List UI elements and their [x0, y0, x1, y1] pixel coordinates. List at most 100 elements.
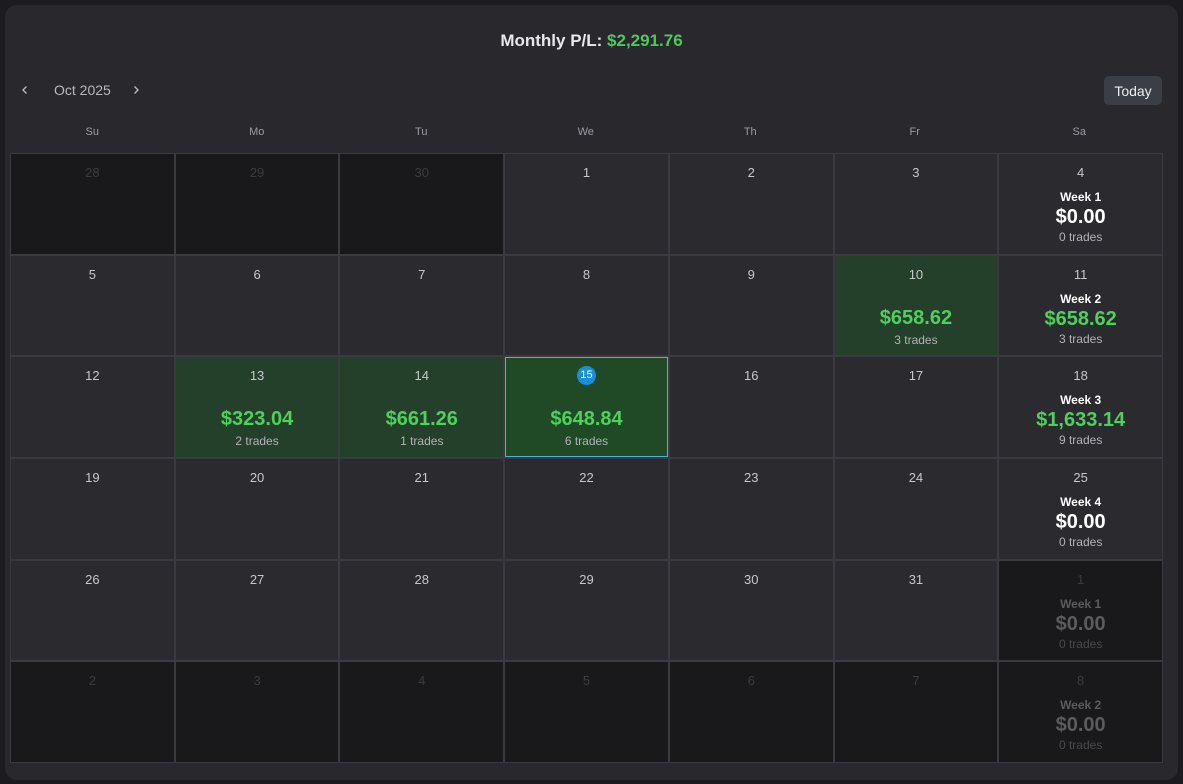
day-cell[interactable]: 6: [669, 662, 833, 762]
day-cell[interactable]: 28: [340, 560, 504, 661]
day-cell[interactable]: 4: [340, 662, 504, 762]
day-cell[interactable]: 30: [340, 154, 504, 254]
day-cell[interactable]: 7: [834, 662, 998, 762]
day-cell[interactable]: 17: [834, 357, 998, 457]
week-trades: 0 trades: [1058, 230, 1103, 244]
day-number: 1: [1077, 571, 1085, 587]
weekday-header-row: Su Mo Tu We Th Fr Sa: [10, 126, 1162, 138]
week-label: Week 3: [1060, 393, 1102, 408]
day-cell[interactable]: 5: [11, 255, 174, 356]
week-pl: $0.00: [1055, 510, 1106, 533]
weekday-label: Mo: [249, 126, 265, 138]
day-cell[interactable]: 8: [505, 255, 668, 356]
day-cell[interactable]: 10 $658.62 3 trades: [834, 255, 998, 356]
day-number: 27: [249, 571, 265, 587]
day-pl: $661.26: [385, 408, 458, 431]
day-number: 19: [85, 469, 100, 485]
day-number: 4: [1077, 165, 1085, 180]
day-cell[interactable]: 3: [834, 154, 998, 254]
week-pl: $1,633.14: [1036, 409, 1126, 432]
chevron-left-icon[interactable]: [12, 79, 38, 101]
day-number: 2: [747, 165, 755, 180]
day-cell[interactable]: 1: [505, 154, 668, 254]
day-number: 23: [743, 469, 759, 485]
day-number: 6: [747, 673, 755, 689]
day-number: 6: [253, 266, 261, 282]
chevron-right-icon[interactable]: [123, 79, 149, 101]
day-number: 7: [912, 673, 920, 689]
day-number: 11: [1073, 266, 1088, 282]
day-cell[interactable]: 7: [340, 255, 504, 356]
day-number: 3: [253, 673, 261, 689]
day-number: 15: [576, 366, 596, 386]
day-cell[interactable]: 24: [834, 458, 998, 559]
day-number: 21: [414, 469, 430, 485]
day-number: 5: [88, 266, 96, 282]
day-number: 3: [912, 165, 920, 180]
day-number: 26: [85, 571, 100, 587]
day-cell[interactable]: 9: [669, 255, 833, 356]
monthly-pl-header: Monthly P/L: $2,291.76: [5, 31, 1178, 51]
day-cell[interactable]: 13 $323.04 2 trades: [175, 357, 339, 457]
day-cell[interactable]: 22: [505, 458, 668, 559]
day-number: 24: [908, 469, 924, 485]
day-cell[interactable]: 19: [11, 458, 174, 559]
week-label: Week 1: [1060, 596, 1102, 611]
day-cell[interactable]: 29: [505, 560, 668, 661]
day-cell[interactable]: 27: [175, 560, 339, 661]
day-cell[interactable]: 25 Week 4 $0.00 0 trades: [999, 458, 1162, 559]
day-number: 29: [579, 571, 594, 587]
day-pl: $658.62: [879, 306, 953, 329]
day-number: 16: [743, 368, 759, 384]
day-cell[interactable]: 14 $661.26 1 trades: [340, 357, 504, 457]
day-number: 17: [908, 368, 924, 384]
day-cell[interactable]: 4 Week 1 $0.00 0 trades: [999, 154, 1162, 254]
day-cell[interactable]: 2: [11, 662, 174, 762]
week-label: Week 1: [1060, 190, 1102, 204]
day-cell[interactable]: 5: [505, 662, 668, 762]
day-cell[interactable]: 21: [340, 458, 504, 559]
day-cell[interactable]: 11 Week 2 $658.62 3 trades: [999, 255, 1162, 356]
day-cell[interactable]: 12: [11, 357, 174, 457]
day-number: 4: [418, 673, 426, 689]
weekday-label: Su: [85, 126, 99, 138]
day-cell[interactable]: 31: [834, 560, 998, 661]
day-cell[interactable]: 29: [175, 154, 339, 254]
day-cell[interactable]: 20: [175, 458, 339, 559]
day-number: 14: [414, 368, 430, 384]
day-cell[interactable]: 15 $648.84 6 trades: [505, 357, 668, 457]
day-cell[interactable]: 2: [669, 154, 833, 254]
monthly-pl-label: Monthly P/L:: [500, 31, 603, 50]
day-number: 28: [85, 165, 100, 180]
day-trades: 6 trades: [564, 434, 609, 449]
day-number: 5: [582, 673, 591, 689]
day-cell[interactable]: 30: [669, 560, 833, 661]
week-trades: 0 trades: [1058, 738, 1103, 753]
day-cell[interactable]: 8 Week 2 $0.00 0 trades: [999, 662, 1162, 762]
current-month-label: Oct 2025: [54, 82, 111, 98]
day-cell[interactable]: 1 Week 1 $0.00 0 trades: [999, 560, 1162, 661]
day-number: 12: [85, 368, 100, 384]
weekday-label: Fr: [909, 126, 920, 138]
weekday-label: Th: [743, 126, 757, 138]
day-cell[interactable]: 23: [669, 458, 833, 559]
day-number: 13: [249, 368, 265, 384]
day-cell[interactable]: 28: [11, 154, 174, 254]
day-cell[interactable]: 18 Week 3 $1,633.14 9 trades: [999, 357, 1162, 457]
day-cell[interactable]: 26: [11, 560, 174, 661]
day-trades: 2 trades: [235, 434, 279, 449]
day-cell[interactable]: 3: [175, 662, 339, 762]
week-label: Week 4: [1060, 494, 1102, 509]
week-label: Week 2: [1060, 291, 1102, 306]
week-pl: $658.62: [1044, 307, 1117, 330]
today-button[interactable]: Today: [1104, 76, 1162, 105]
day-trades: 1 trades: [400, 434, 444, 449]
day-number: 18: [1073, 368, 1088, 384]
day-number: 25: [1073, 469, 1088, 485]
day-cell[interactable]: 6: [175, 255, 339, 356]
week-trades: 9 trades: [1058, 433, 1103, 448]
day-number: 10: [908, 266, 924, 282]
day-number: 1: [582, 165, 591, 180]
weekday-label: We: [577, 126, 594, 138]
day-cell[interactable]: 16: [669, 357, 833, 457]
